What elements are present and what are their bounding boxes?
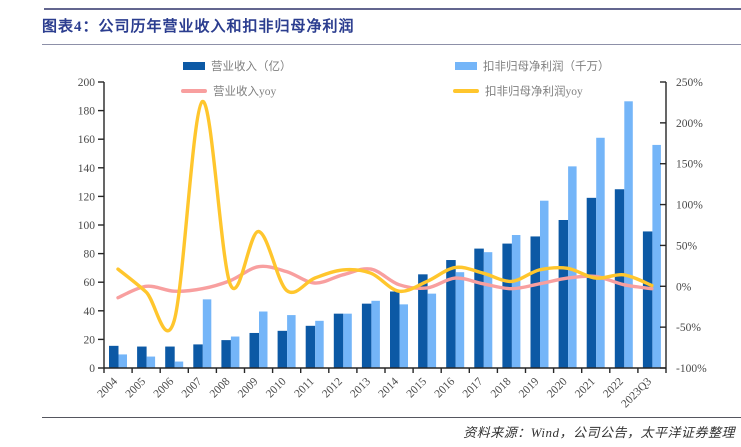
bar-2021 (586, 197, 597, 368)
svg-text:2007: 2007 (180, 375, 205, 400)
svg-text:2022: 2022 (601, 375, 626, 400)
top-divider (44, 8, 741, 10)
bar-2009 (249, 332, 259, 368)
svg-text:2023Q3: 2023Q3 (619, 375, 654, 410)
svg-text:250%: 250% (676, 77, 703, 89)
bar-2018 (511, 235, 521, 368)
bar-2004 (118, 354, 127, 368)
bar-2007 (193, 344, 203, 368)
svg-text:2010: 2010 (264, 375, 289, 400)
legend-label: 扣非归母净利润yoy (485, 86, 583, 98)
bar-2010 (277, 330, 288, 368)
bar-2023Q3 (642, 231, 653, 368)
bar-2011 (305, 325, 316, 368)
svg-text:20: 20 (84, 334, 96, 346)
bar-2006 (174, 361, 184, 368)
bar-2008 (221, 340, 231, 368)
svg-text:0: 0 (89, 363, 95, 375)
svg-text:2011: 2011 (292, 375, 317, 400)
net-profit-bar-swatch (455, 62, 477, 70)
bar-2022 (624, 101, 633, 369)
svg-text:100: 100 (78, 220, 96, 232)
svg-text:2020: 2020 (545, 375, 570, 400)
bar-2009 (259, 311, 268, 368)
svg-text:160: 160 (78, 134, 96, 146)
svg-text:140: 140 (78, 163, 96, 175)
svg-text:2015: 2015 (404, 375, 429, 400)
svg-text:100%: 100% (676, 200, 703, 212)
bar-2016 (446, 260, 456, 368)
combo-chart: 0 20 40 60 80 100 120 140 160 180 200 -100% -50% 0% 50… (78, 77, 707, 410)
revenue-bar-swatch (183, 62, 205, 70)
line-扣非归母净利润yoy (116, 99, 654, 333)
svg-text:2021: 2021 (573, 375, 598, 400)
bar-2012 (333, 313, 344, 368)
svg-text:2017: 2017 (461, 375, 486, 400)
legend-item-net-profit: 扣非归母净利润（千万） (455, 60, 610, 73)
legend-label: 营业收入（亿） (211, 61, 292, 73)
bar-2019 (530, 236, 540, 368)
source-note: 资料来源：Wind，公司公告，太平洋证券整理 (463, 425, 735, 440)
line-营业收入yoy (116, 264, 654, 300)
footer-divider (42, 417, 741, 418)
svg-text:80: 80 (84, 249, 96, 261)
bar-2017 (474, 248, 484, 368)
bar-2010 (287, 315, 296, 368)
legend-label: 扣非归母净利润（千万） (483, 61, 610, 73)
svg-text:2013: 2013 (348, 375, 373, 400)
svg-text:-50%: -50% (676, 322, 701, 334)
svg-text:2014: 2014 (376, 375, 401, 400)
bar-2017 (483, 252, 493, 368)
svg-text:60: 60 (84, 277, 96, 289)
svg-text:2019: 2019 (517, 375, 542, 400)
legend-item-net-profit-yoy: 扣非归母净利润yoy (453, 85, 583, 98)
svg-text:180: 180 (78, 106, 96, 118)
bar-2012 (343, 313, 352, 368)
svg-text:2005: 2005 (123, 375, 148, 400)
bar-2018 (502, 243, 512, 368)
svg-text:200: 200 (78, 77, 96, 89)
svg-text:40: 40 (84, 306, 96, 318)
bar-2005 (137, 346, 147, 368)
svg-text:2008: 2008 (208, 375, 233, 400)
bar-2022 (614, 189, 625, 368)
bar-2020 (568, 166, 577, 368)
net-profit-yoy-line-swatch (453, 89, 479, 93)
svg-text:50%: 50% (676, 240, 698, 252)
revenue-yoy-line-swatch (181, 89, 207, 93)
svg-text:2012: 2012 (320, 375, 345, 400)
legend-label: 营业收入yoy (213, 86, 277, 98)
svg-text:-100%: -100% (676, 363, 707, 375)
bar-2011 (315, 320, 324, 368)
bar-2013 (371, 300, 380, 368)
figure-title: 图表4：公司历年营业收入和扣非归母净利润 (42, 19, 355, 35)
legend-item-revenue-yoy: 营业收入yoy (181, 85, 277, 98)
bar-2007 (202, 299, 212, 368)
svg-text:0%: 0% (676, 281, 692, 293)
bar-2006 (165, 346, 175, 368)
svg-text:2016: 2016 (433, 375, 458, 400)
legend-item-revenue: 营业收入（亿） (183, 60, 292, 73)
bar-2016 (455, 272, 465, 368)
bar-2013 (361, 303, 372, 368)
bar-2014 (390, 291, 400, 368)
svg-text:2004: 2004 (95, 375, 120, 400)
bar-2014 (399, 304, 408, 368)
svg-text:2006: 2006 (152, 375, 177, 400)
title-divider (42, 44, 741, 45)
bar-2023Q3 (652, 144, 661, 368)
bar-2008 (230, 336, 240, 368)
svg-text:2018: 2018 (489, 375, 514, 400)
bar-2015 (427, 293, 437, 368)
bar-2021 (596, 137, 605, 368)
bar-2004 (109, 345, 119, 368)
svg-text:200%: 200% (676, 118, 703, 130)
svg-text:150%: 150% (676, 159, 703, 171)
svg-text:2009: 2009 (236, 375, 261, 400)
bar-2020 (558, 219, 569, 368)
svg-text:120: 120 (78, 191, 96, 203)
bar-2015 (418, 274, 428, 368)
bar-2005 (146, 356, 156, 368)
